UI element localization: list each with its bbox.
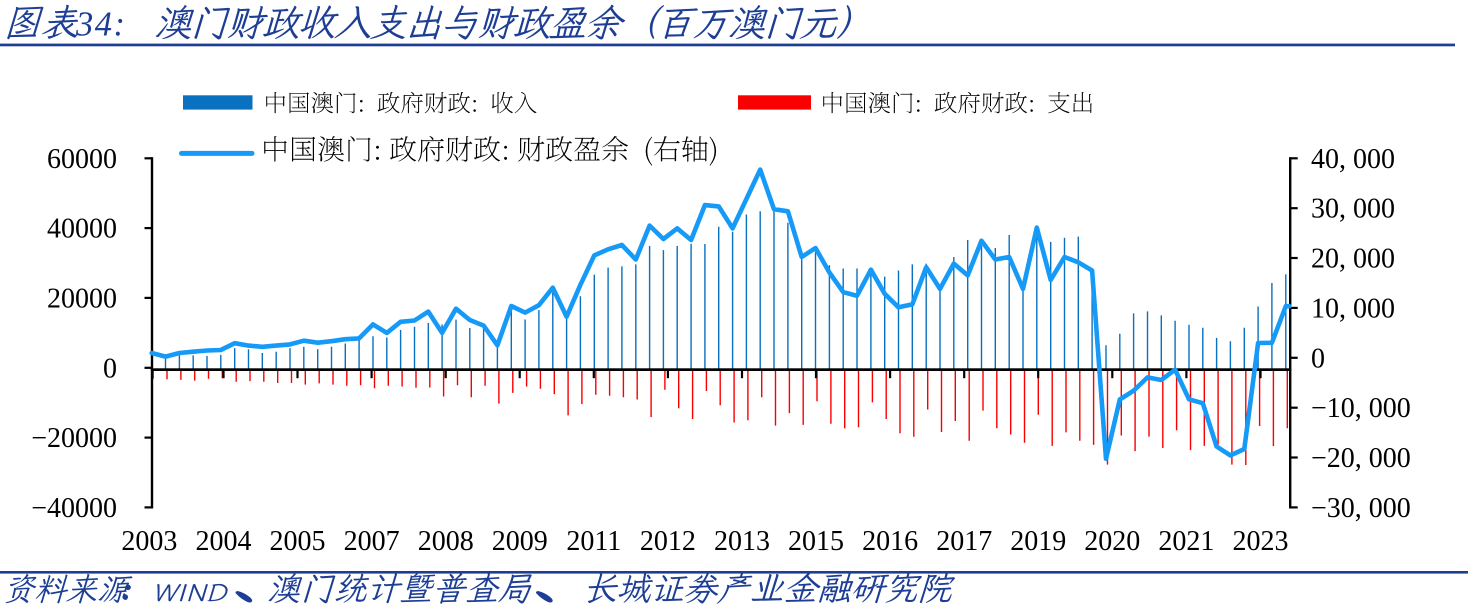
svg-text:2005: 2005 xyxy=(270,526,326,557)
svg-text:20000: 20000 xyxy=(47,283,117,314)
svg-text:30, 000: 30, 000 xyxy=(1311,194,1395,225)
svg-text:−20, 000: −20, 000 xyxy=(1311,443,1411,474)
svg-text:2008: 2008 xyxy=(418,526,474,557)
svg-text:−30, 000: −30, 000 xyxy=(1311,493,1411,524)
svg-text:2021: 2021 xyxy=(1158,526,1214,557)
svg-text:2007: 2007 xyxy=(344,526,400,557)
svg-text:−10, 000: −10, 000 xyxy=(1311,393,1411,424)
svg-text:2023: 2023 xyxy=(1233,526,1289,557)
svg-text:2020: 2020 xyxy=(1084,526,1140,557)
svg-text:2009: 2009 xyxy=(492,526,548,557)
svg-text:2019: 2019 xyxy=(1010,526,1066,557)
svg-text:2013: 2013 xyxy=(714,526,770,557)
svg-text:2012: 2012 xyxy=(640,526,696,557)
svg-text:10, 000: 10, 000 xyxy=(1311,293,1395,324)
svg-text:0: 0 xyxy=(103,353,117,384)
svg-text:20, 000: 20, 000 xyxy=(1311,244,1395,275)
svg-text:2004: 2004 xyxy=(196,526,252,557)
svg-text:0: 0 xyxy=(1311,343,1325,374)
svg-text:2016: 2016 xyxy=(862,526,918,557)
svg-text:34:: 34: xyxy=(75,6,127,44)
svg-text:−20000: −20000 xyxy=(31,423,117,454)
svg-text:2015: 2015 xyxy=(788,526,844,557)
svg-text:2017: 2017 xyxy=(936,526,992,557)
svg-text:2011: 2011 xyxy=(566,526,621,557)
svg-text:−40000: −40000 xyxy=(31,493,117,524)
svg-text:60000: 60000 xyxy=(47,144,117,175)
svg-text:40, 000: 40, 000 xyxy=(1311,144,1395,175)
svg-text:2003: 2003 xyxy=(121,526,177,557)
svg-text:40000: 40000 xyxy=(47,214,117,245)
